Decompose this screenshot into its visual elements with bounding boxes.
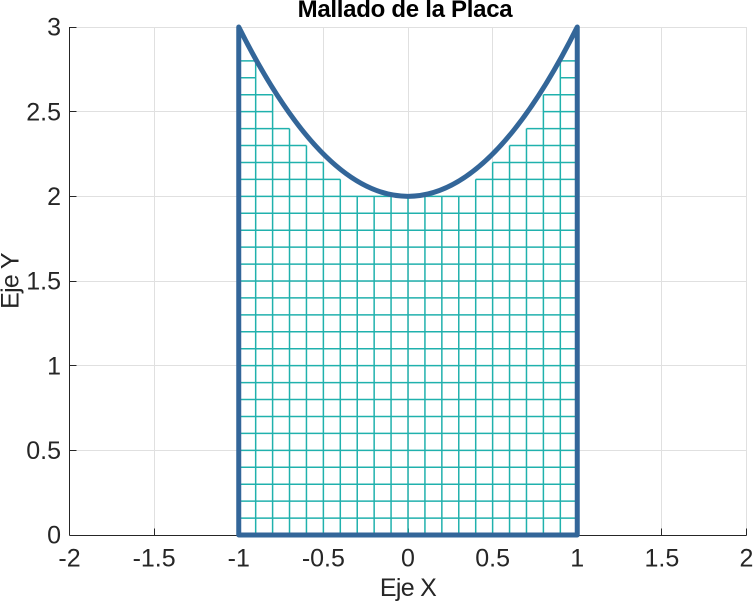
svg-text:-1.5: -1.5 [133,545,176,573]
svg-text:1.5: 1.5 [26,268,61,296]
svg-text:0: 0 [47,522,61,550]
svg-text:Eje Y: Eje Y [0,252,25,309]
svg-text:1: 1 [47,352,61,380]
svg-text:2: 2 [47,183,61,211]
svg-text:1.5: 1.5 [644,545,679,573]
svg-text:1: 1 [570,545,584,573]
svg-text:Mallado de la Placa: Mallado de la Placa [298,0,514,23]
svg-text:Eje X: Eje X [380,574,437,602]
svg-text:0.5: 0.5 [26,437,61,465]
svg-text:2: 2 [740,545,754,573]
svg-text:-1: -1 [228,545,250,573]
svg-text:3: 3 [47,14,61,42]
svg-text:0.5: 0.5 [475,545,510,573]
svg-text:-0.5: -0.5 [302,545,345,573]
svg-text:2.5: 2.5 [26,98,61,126]
svg-text:0: 0 [401,545,415,573]
svg-text:-2: -2 [58,545,80,573]
